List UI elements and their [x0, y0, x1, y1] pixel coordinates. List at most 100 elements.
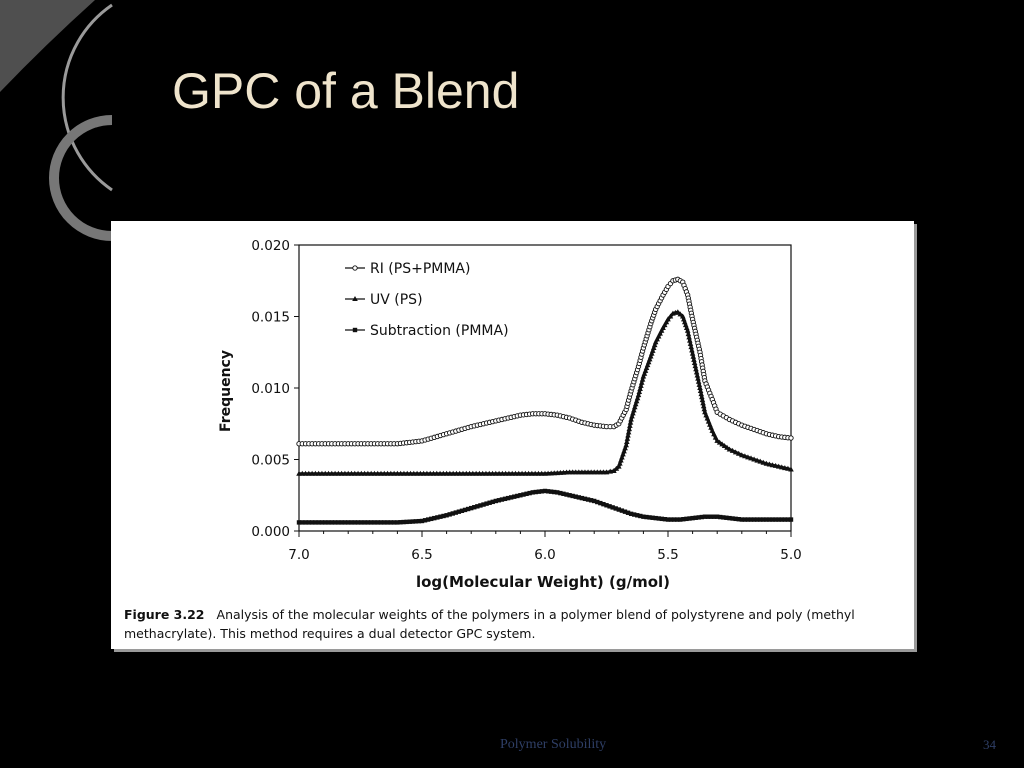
data-point-square [644, 514, 649, 520]
data-point-triangle [631, 407, 637, 413]
data-point-square [616, 507, 621, 512]
data-point-square [758, 517, 763, 522]
figure-caption-text: Analysis of the molecular weights of the… [124, 607, 855, 641]
data-point-square [368, 520, 374, 525]
data-point-square [788, 517, 794, 522]
y-tick-label: 0.020 [251, 238, 290, 254]
data-point-triangle [638, 382, 644, 388]
data-point-square [585, 497, 591, 502]
data-point-square [671, 517, 677, 522]
data-point-square [352, 520, 357, 525]
data-point-square [650, 515, 655, 520]
data-point-square [395, 520, 400, 525]
data-point-triangle [697, 385, 703, 390]
data-point-square [588, 498, 594, 503]
data-point-square [349, 520, 354, 525]
data-point-square [622, 509, 628, 514]
data-point-circle [788, 435, 794, 441]
data-point-square [773, 517, 778, 522]
data-point-square [715, 514, 720, 519]
data-point-triangle [647, 353, 654, 359]
data-point-triangle [677, 311, 684, 317]
data-point-triangle [735, 450, 742, 456]
data-point-triangle [624, 435, 631, 441]
data-point-triangle [660, 324, 666, 330]
data-point-triangle [757, 458, 764, 464]
data-point-square [404, 519, 409, 525]
data-point-square [518, 493, 523, 498]
gpc-chart: 0.020 0.015 0.010 0.005 0.000 7.0 6.5 6.0 5.5 5.0… [218, 238, 802, 591]
data-point-square [718, 514, 723, 520]
data-point-triangle [754, 457, 760, 463]
data-point-square [533, 489, 538, 495]
data-point-square [342, 520, 348, 525]
data-point-square [705, 514, 711, 519]
data-point-triangle [630, 410, 636, 416]
data-point-triangle [751, 456, 757, 462]
data-point-square [647, 515, 652, 520]
data-point-square [782, 517, 788, 522]
data-point-square [530, 490, 535, 495]
data-point-square [635, 513, 640, 518]
data-point-triangle [619, 454, 625, 460]
data-point-triangle [729, 447, 736, 453]
data-point-triangle [631, 404, 638, 410]
data-point-square [508, 495, 514, 500]
data-point-square [336, 520, 341, 525]
data-point-triangle [657, 330, 663, 336]
data-point-square [493, 498, 498, 504]
data-point-triangle [694, 372, 701, 378]
data-point-square [668, 517, 674, 522]
data-point-triangle [701, 406, 708, 412]
data-point-square [539, 489, 545, 494]
data-point-square [422, 518, 428, 523]
footer-text: Polymer Solubility [500, 737, 607, 752]
legend-marker-circle [352, 265, 358, 271]
data-point-triangle [640, 373, 647, 379]
y-tick-label: 0.015 [251, 310, 290, 326]
data-point-square [450, 511, 455, 516]
data-point-square [432, 515, 437, 521]
data-point-square [681, 517, 686, 522]
data-point-triangle [625, 432, 631, 438]
data-point-square [425, 517, 431, 522]
page-number: 34 [983, 737, 996, 752]
data-point-triangle [635, 392, 642, 398]
data-point-triangle [641, 370, 648, 376]
data-point-square [552, 489, 557, 495]
data-point-triangle [627, 422, 633, 428]
data-point-square [610, 505, 615, 510]
data-point-square [598, 500, 603, 506]
data-point-square [764, 517, 769, 522]
data-point-square [362, 520, 367, 525]
data-point-square [693, 515, 698, 520]
data-point-square [675, 517, 680, 522]
data-point-square [631, 512, 637, 517]
data-point-square [378, 520, 384, 525]
data-point-square [742, 517, 748, 522]
data-point-square [625, 510, 631, 515]
x-tick-label: 6.0 [534, 547, 555, 563]
data-point-triangle [654, 336, 660, 342]
data-point-square [754, 517, 760, 522]
data-point-square [416, 518, 422, 524]
figure-card: 0.020 0.015 0.010 0.005 0.000 7.0 6.5 6.0 5.5 5.0… [111, 221, 914, 649]
data-point-square [410, 519, 415, 524]
data-point-square [469, 505, 474, 511]
data-point-triangle [663, 319, 670, 325]
data-point-triangle [689, 350, 696, 356]
data-point-square [487, 500, 492, 505]
legend-marker-triangle [352, 296, 358, 301]
data-point-square [638, 513, 643, 519]
data-point-square [346, 520, 351, 525]
legend-label: Subtraction (PMMA) [370, 323, 509, 339]
data-point-triangle [644, 362, 651, 368]
data-point-triangle [696, 381, 703, 387]
data-point-triangle [628, 416, 634, 422]
data-point-square [592, 498, 597, 504]
data-point-square [438, 514, 443, 519]
x-tick-label: 7.0 [288, 547, 309, 563]
data-point-square [665, 517, 671, 522]
data-point-square [545, 489, 551, 494]
series-square [296, 488, 794, 525]
